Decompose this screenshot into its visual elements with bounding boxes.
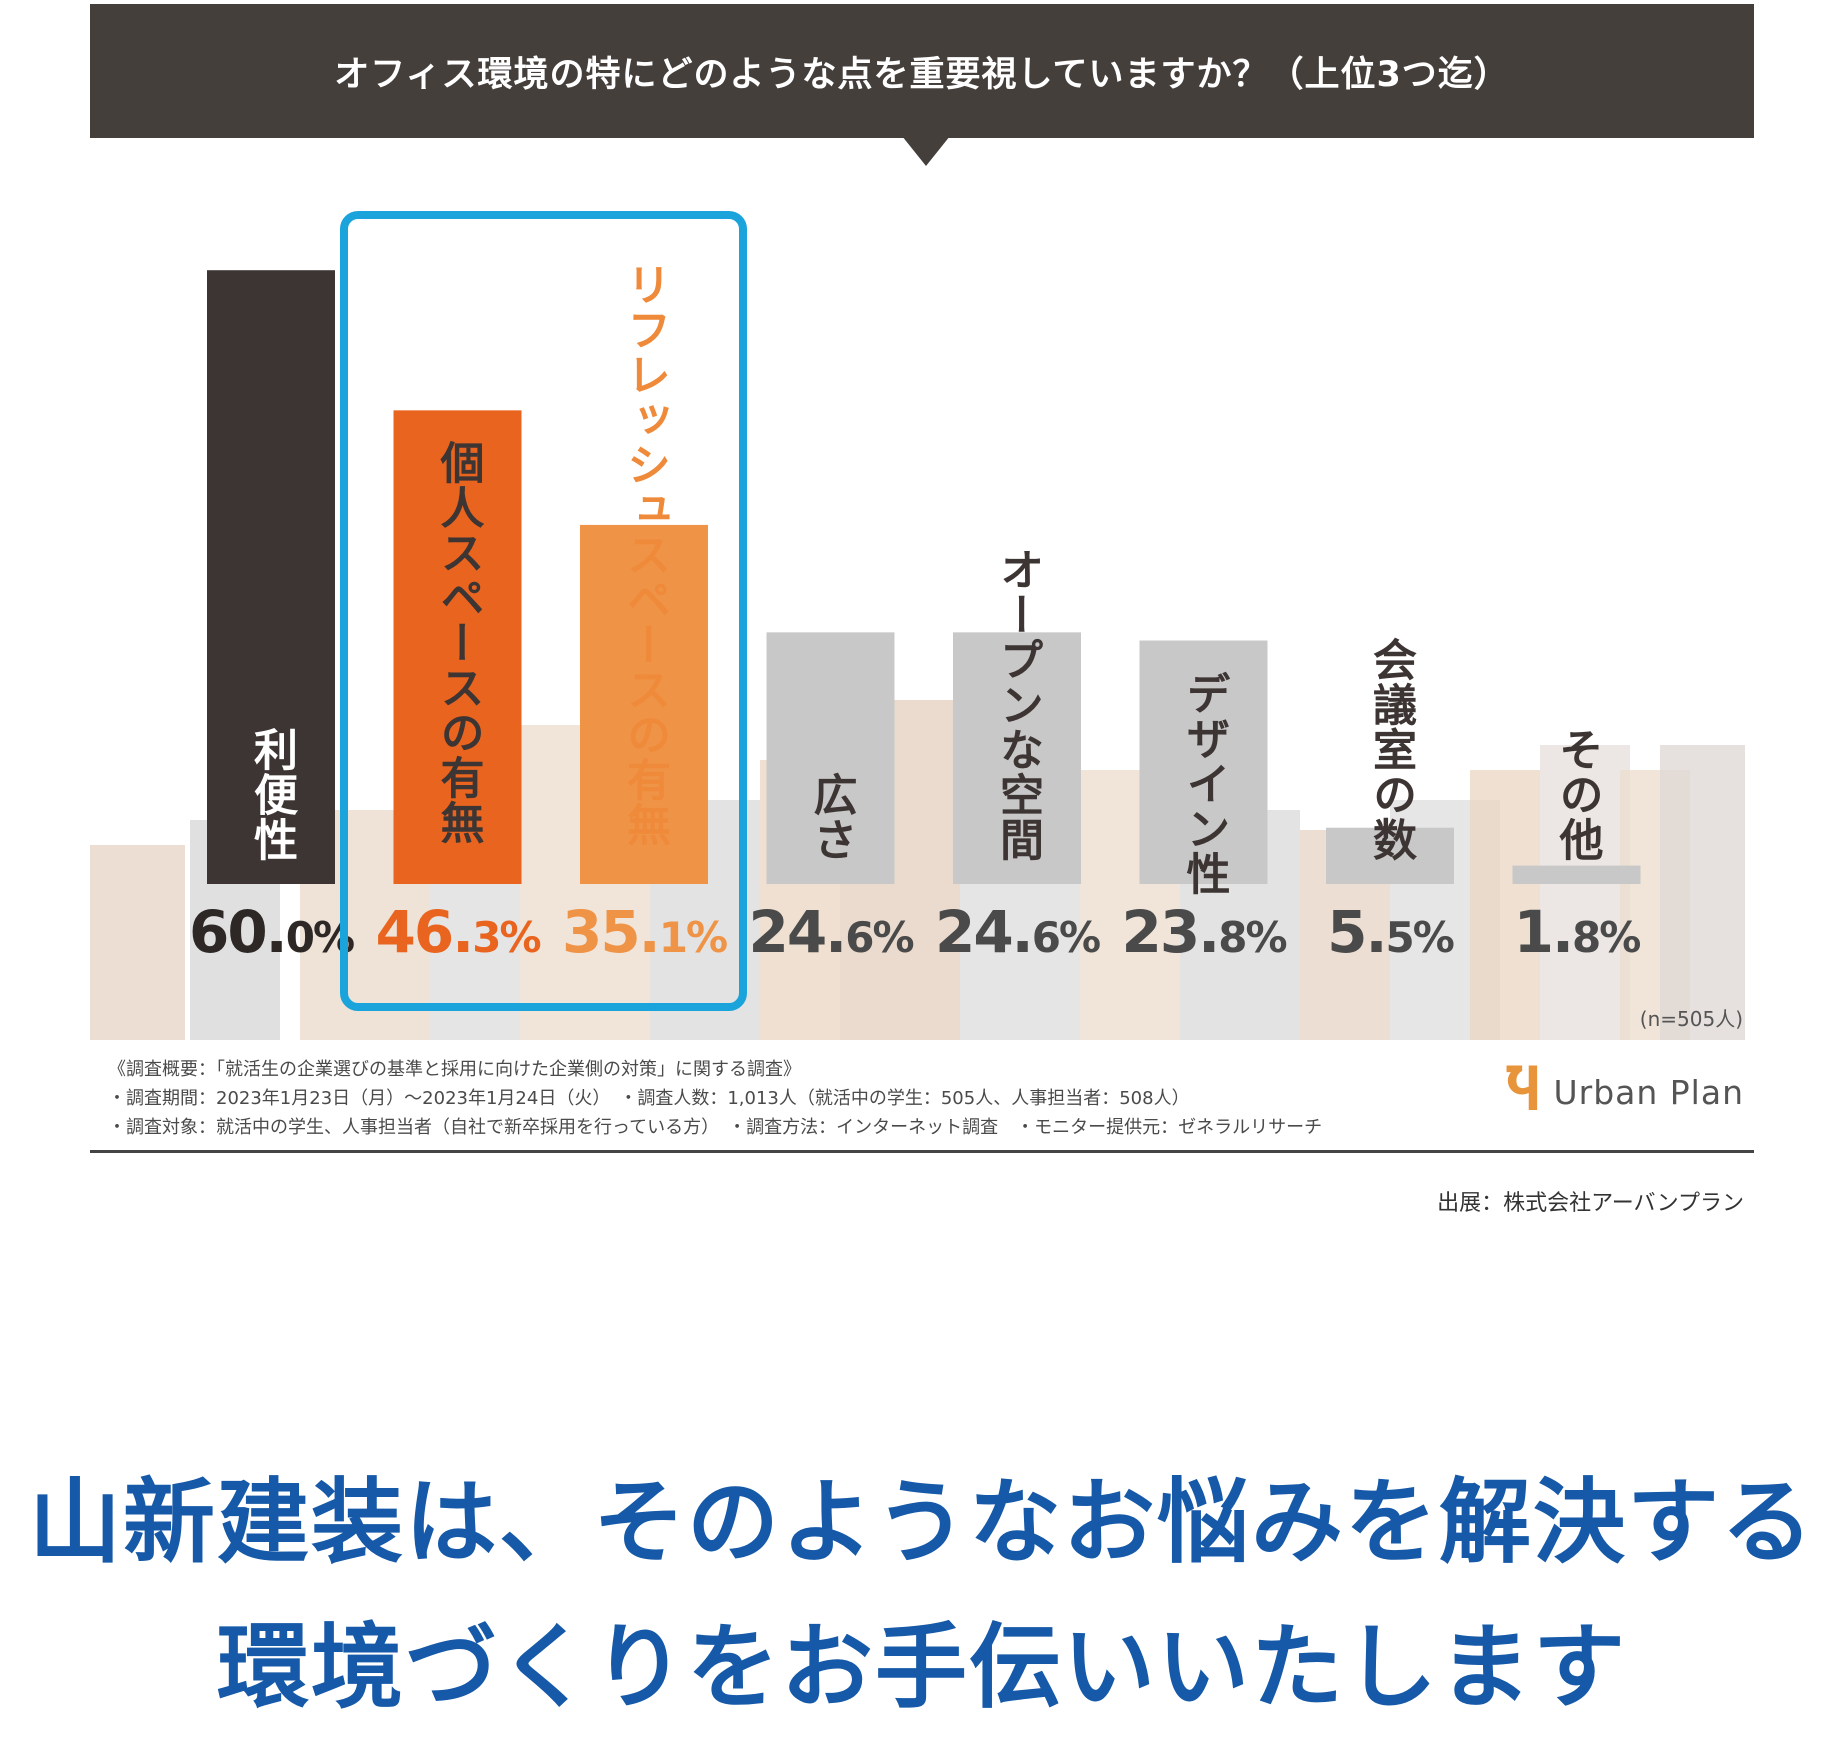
value-label-decimal: 1% — [658, 913, 728, 962]
value-label-1: 60.0% — [176, 898, 366, 966]
value-label-int: 35. — [561, 898, 661, 966]
value-label-int: 46. — [375, 898, 474, 966]
bar-1 — [207, 270, 335, 884]
value-label-6: 23.8% — [1109, 898, 1299, 966]
value-label-int: 24. — [934, 898, 1034, 966]
category-label-8: その他 — [1551, 727, 1603, 862]
value-label-decimal: 8% — [1572, 913, 1641, 962]
value-label-decimal: 5% — [1385, 913, 1455, 962]
divider — [90, 1150, 1754, 1153]
value-label-3: 35.1% — [549, 898, 739, 966]
value-label-int: 1. — [1513, 898, 1574, 966]
bar-4 — [766, 632, 895, 884]
value-label-4: 24.6% — [736, 898, 926, 966]
value-label-int: 5. — [1327, 898, 1387, 966]
category-label-3: リフレッシュスペースの有無 — [619, 262, 670, 847]
sample-size-note: (n=505人) — [1639, 1007, 1743, 1031]
value-label-decimal: 6% — [1031, 913, 1101, 962]
survey-notes: 《調査概要：「就活生の企業選びの基準と採用に向けた企業側の対策」に関する調査》 … — [108, 1055, 1322, 1142]
survey-line-3: ・調査対象：就活中の学生、人事担当者（自社で新卒採用を行っている方） ・調査方法… — [108, 1117, 1323, 1138]
category-label-7: 会議室の数 — [1365, 637, 1416, 862]
value-label-8: 1.8% — [1482, 898, 1672, 966]
category-label-1: 利便性 — [246, 727, 297, 862]
brand-logo: Ⴏ Urban Plan — [1505, 1065, 1744, 1119]
value-label-2: 46.3% — [363, 898, 553, 966]
survey-line-1: 《調査概要：「就活生の企業選びの基準と採用に向けた企業側の対策」に関する調査》 — [108, 1059, 801, 1080]
headline-line-2: 環境づくりをお手伝いいたします — [216, 1614, 1627, 1721]
source-credit: 出展：株式会社アーバンプラン — [1437, 1191, 1744, 1216]
background-building — [1470, 770, 1540, 1040]
category-label-6: デザイン性 — [1178, 670, 1230, 896]
urban-plan-logo-icon: Ⴏ — [1505, 1060, 1540, 1123]
category-label-4: 広さ — [805, 772, 857, 862]
background-building — [1540, 745, 1630, 1040]
highlight-box — [340, 211, 747, 1011]
value-label-decimal: 8% — [1218, 913, 1287, 962]
background-building — [1660, 745, 1745, 1040]
bar-5 — [953, 632, 1081, 884]
bar-6 — [1139, 640, 1268, 884]
category-label-5: オープンな空間 — [992, 547, 1043, 862]
value-label-7: 5.5% — [1295, 898, 1485, 966]
bar-8 — [1512, 865, 1641, 884]
chart-title: オフィス環境の特にどのような点を重要視していますか？（上位3つ迄） — [334, 54, 1510, 95]
value-label-5: 24.6% — [922, 898, 1112, 966]
survey-line-2: ・調査期間：2023年1月23日（月）〜2023年1月24日（火） ・調査人数：… — [108, 1088, 1190, 1109]
city-background-illustration — [90, 700, 1745, 1040]
bar-3 — [580, 524, 708, 884]
value-label-int: 23. — [1121, 898, 1220, 966]
value-label-int: 24. — [748, 898, 847, 966]
background-building — [90, 845, 185, 1040]
bars — [207, 270, 1641, 884]
bar-2 — [393, 410, 522, 884]
value-label-decimal: 3% — [472, 913, 541, 962]
value-label-decimal: 6% — [845, 913, 914, 962]
brand-name: Urban Plan — [1553, 1072, 1744, 1112]
chart-title-banner: オフィス環境の特にどのような点を重要視していますか？（上位3つ迄） — [90, 4, 1754, 138]
bar-7 — [1326, 827, 1454, 884]
bar-chart — [90, 270, 1745, 1040]
category-label-2: 個人スペースの有無 — [432, 440, 484, 846]
title-pointer — [902, 136, 950, 166]
headline-line-1: 山新建装は、そのようなお悩みを解決する — [28, 1469, 1815, 1576]
value-label-int: 60. — [188, 898, 288, 966]
